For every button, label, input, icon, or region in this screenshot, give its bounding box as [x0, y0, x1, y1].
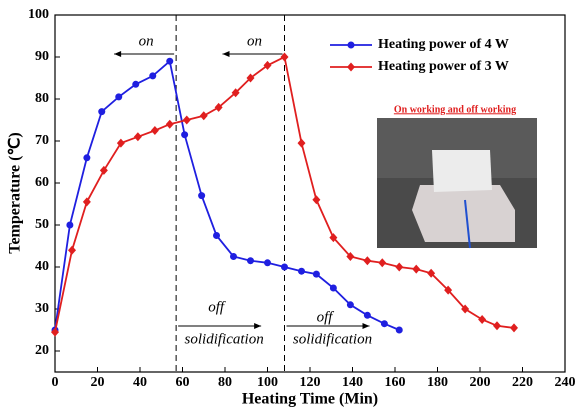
annotation: on [139, 33, 154, 49]
annotation: solidification [185, 331, 264, 347]
marker [68, 245, 76, 255]
marker [427, 268, 436, 278]
marker [166, 57, 174, 65]
marker [66, 221, 74, 229]
marker [298, 267, 305, 275]
marker [165, 119, 174, 129]
marker [280, 52, 289, 62]
annotation: off [317, 309, 335, 325]
marker [346, 301, 354, 309]
marker [493, 321, 501, 331]
legend-marker [347, 62, 355, 72]
y-tick-label: 100 [28, 7, 49, 22]
arrow-head [254, 323, 262, 329]
marker [133, 132, 142, 142]
marker [115, 93, 123, 101]
x-tick-label: 140 [342, 375, 363, 390]
x-tick-label: 240 [555, 375, 575, 390]
marker [412, 264, 421, 274]
x-tick-label: 40 [133, 375, 147, 390]
marker [329, 233, 338, 243]
y-tick-label: 80 [35, 91, 49, 106]
marker [395, 326, 403, 334]
y-tick-label: 60 [35, 175, 49, 190]
marker [461, 304, 470, 314]
marker [51, 327, 59, 337]
marker [297, 138, 306, 148]
marker [83, 154, 91, 162]
y-tick-label: 40 [35, 259, 49, 274]
marker [99, 165, 108, 175]
marker [150, 126, 159, 135]
x-tick-label: 220 [512, 375, 533, 390]
marker [380, 320, 388, 328]
marker [182, 115, 191, 125]
y-tick-label: 30 [35, 301, 49, 316]
annotation: on [247, 33, 262, 49]
marker [82, 197, 91, 207]
marker [363, 256, 372, 266]
x-axis-title: Heating Time (Min) [242, 391, 378, 408]
marker [132, 80, 140, 88]
x-tick-label: 160 [385, 375, 406, 390]
annotation: off [208, 299, 226, 315]
marker [198, 192, 206, 200]
arrow-head [222, 51, 230, 57]
marker [478, 315, 487, 324]
x-tick-label: 120 [300, 375, 321, 390]
arrow-head [114, 51, 122, 57]
x-tick-label: 0 [52, 375, 59, 390]
legend-marker [347, 41, 355, 49]
marker [149, 72, 157, 80]
x-tick-label: 180 [427, 375, 448, 390]
marker [264, 259, 271, 267]
marker [329, 284, 337, 292]
marker [231, 88, 240, 98]
marker [346, 252, 355, 261]
marker [378, 258, 387, 268]
marker [246, 73, 255, 83]
y-axis-title: Temperature (℃) [7, 132, 24, 254]
marker [510, 323, 518, 333]
marker [199, 111, 208, 121]
marker [444, 285, 453, 295]
inset-title: On working and off working [394, 104, 516, 115]
marker [98, 108, 106, 116]
annotation: solidification [293, 331, 372, 347]
x-tick-label: 60 [176, 375, 190, 390]
x-tick-label: 20 [91, 375, 105, 390]
y-tick-label: 70 [35, 133, 49, 148]
marker [247, 257, 254, 265]
x-tick-label: 100 [257, 375, 278, 390]
marker [181, 131, 189, 139]
legend-label: Heating power of 3 W [378, 59, 509, 74]
x-tick-label: 200 [470, 375, 491, 390]
marker [116, 138, 125, 148]
marker [263, 60, 272, 70]
y-tick-label: 90 [35, 49, 49, 64]
x-tick-label: 80 [218, 375, 232, 390]
y-tick-label: 20 [35, 343, 49, 358]
marker [363, 311, 371, 319]
marker [214, 102, 223, 112]
y-tick-label: 50 [35, 217, 49, 232]
marker [230, 253, 237, 260]
marker [312, 195, 321, 205]
legend-label: Heating power of 4 W [378, 37, 509, 52]
inset-photo [377, 118, 537, 249]
arrow-head [362, 323, 370, 329]
series-line [54, 59, 400, 331]
marker [312, 270, 320, 278]
marker [213, 232, 220, 239]
marker [281, 263, 288, 271]
marker [395, 262, 404, 272]
